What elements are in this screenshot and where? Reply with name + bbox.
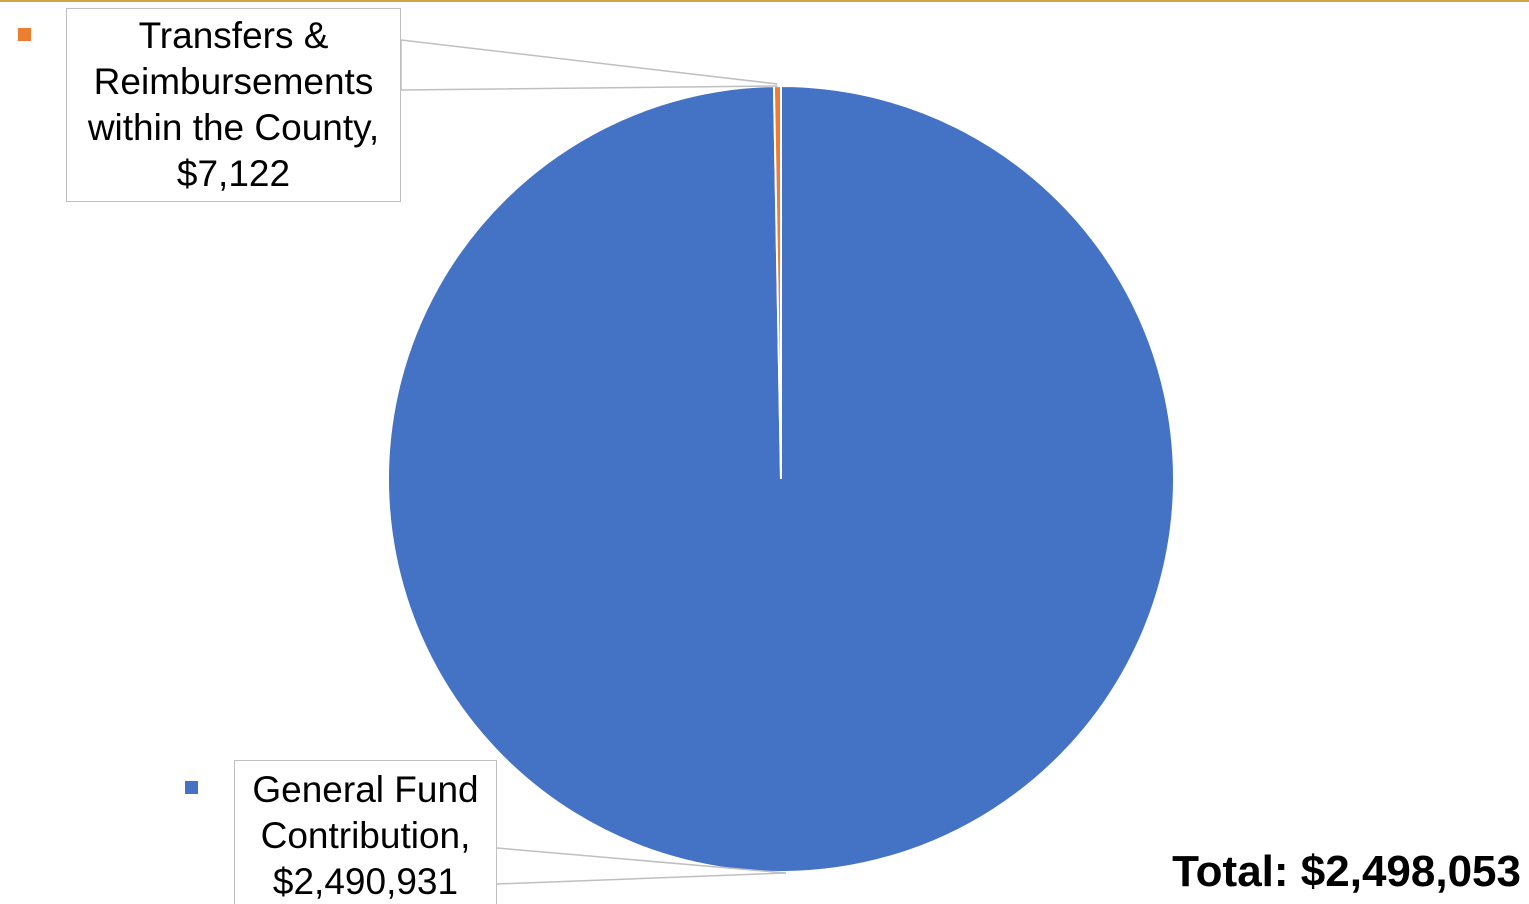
leader-lines <box>400 39 787 885</box>
leader-line-transfers-upper <box>400 39 778 85</box>
data-label-line: Transfers & <box>138 15 329 56</box>
pie-slices <box>387 84 1175 873</box>
leader-line-general-fund-lower <box>496 872 787 885</box>
data-label-transfers: Transfers & Reimbursements within the Co… <box>66 8 401 202</box>
leader-line-transfers <box>400 40 778 91</box>
data-label-line: within the County, <box>87 107 380 148</box>
legend-key-general-fund <box>185 781 198 794</box>
total-label: Total: $2,498,053 <box>1172 847 1521 896</box>
data-label-line: $2,490,931 <box>272 861 459 902</box>
data-label-general-fund: General Fund Contribution, $2,490,931 <box>234 760 497 904</box>
data-label-line: Contribution, <box>260 815 471 856</box>
legend-key-transfers <box>18 28 31 41</box>
data-label-line: General Fund <box>252 769 479 810</box>
leader-line-general-fund <box>496 847 787 874</box>
data-label-line: Reimbursements <box>93 61 374 102</box>
top-divider <box>0 0 1529 2</box>
data-label-line: $7,122 <box>176 153 291 194</box>
